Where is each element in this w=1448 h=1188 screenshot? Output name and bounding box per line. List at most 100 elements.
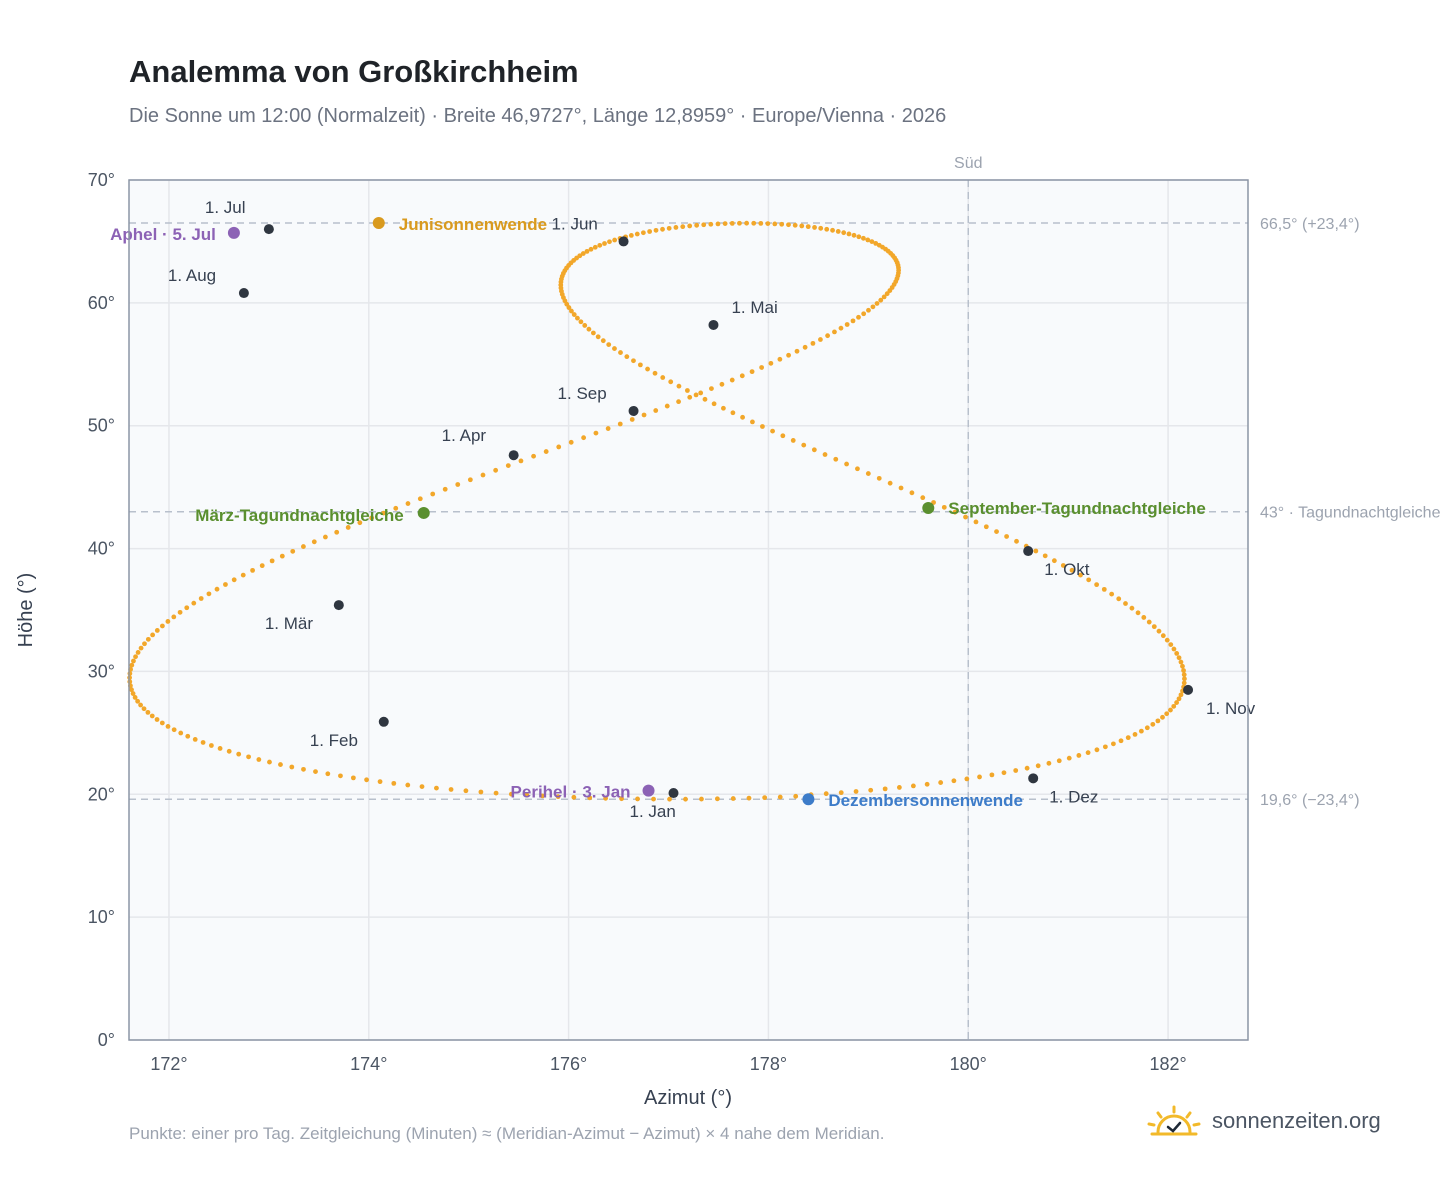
daily-point [770,428,775,434]
daily-point [794,348,800,354]
daily-point [709,386,714,391]
brand-logo[interactable]: sonnenzeiten.org [1146,1104,1381,1138]
event-marker [922,502,935,515]
month-marker [628,405,639,416]
daily-point [729,377,735,383]
month-marker [1028,773,1039,784]
daily-point [1182,676,1187,682]
month-marker [378,716,389,727]
daily-point [631,358,636,364]
daily-point [1118,738,1124,744]
x-tick-label: 176° [550,1054,587,1074]
daily-point [812,225,817,230]
daily-point [994,529,999,535]
daily-point [1069,567,1075,573]
daily-point [592,244,598,250]
month-marker [708,319,719,330]
daily-point [1168,642,1174,648]
daily-point [640,230,646,236]
daily-point [178,730,184,736]
daily-point [1151,624,1157,630]
daily-point [874,301,880,306]
daily-point [571,312,577,317]
daily-point [192,737,198,742]
daily-point [865,237,871,243]
daily-point [1076,753,1082,758]
daily-point [684,388,690,393]
daily-point [786,222,791,228]
daily-point [605,426,611,431]
daily-point [870,304,876,310]
month-marker [1183,684,1194,695]
daily-point [711,401,717,407]
y-tick-label: 60° [88,293,115,313]
daily-point [493,467,499,473]
month-marker [1023,546,1034,557]
daily-point [1132,732,1138,737]
daily-point [129,687,134,693]
daily-point [1110,741,1116,747]
daily-point [1125,735,1131,741]
daily-point [381,510,387,516]
daily-point [184,605,190,611]
daily-point [345,525,351,530]
daily-point [653,408,659,413]
daily-point [575,315,580,321]
daily-point [231,577,237,583]
daily-point [417,496,423,502]
daily-point [699,796,704,802]
x-tick-label: 182° [1149,1054,1186,1074]
daily-point [730,796,736,801]
daily-point [676,399,681,405]
daily-point [1014,538,1019,544]
daily-point [833,456,839,462]
daily-point [571,794,577,800]
daily-point [758,220,764,226]
daily-point [811,447,817,453]
daily-point [1160,714,1165,720]
daily-point [1146,619,1152,625]
daily-point [127,679,133,685]
daily-point [660,226,665,232]
month-label: 1. Jun [552,214,598,233]
daily-point [171,727,177,733]
daily-point [1141,615,1147,620]
daily-point [618,350,623,355]
daily-point [290,548,296,554]
event-label: September-Tagundnachtgleiche [948,499,1206,518]
daily-point [165,723,171,729]
daily-point [1144,725,1150,731]
month-marker [508,450,519,461]
daily-point [226,748,232,754]
daily-point [1164,637,1170,643]
daily-point [595,334,601,340]
daily-point [739,373,745,379]
daily-point [924,781,930,787]
daily-point [793,793,799,799]
x-tick-label: 180° [950,1054,987,1074]
daily-point [660,375,666,380]
daily-point [301,766,306,772]
daily-point [715,221,721,227]
daily-point [1004,534,1010,539]
daily-point [898,485,904,491]
daily-point [584,248,590,254]
daily-point [637,362,643,368]
month-label: 1. Jan [630,802,676,821]
daily-point [1051,558,1057,564]
daily-point [393,505,399,511]
daily-point [865,471,871,476]
daily-point [882,786,888,792]
daily-point [602,241,607,246]
daily-point [869,239,875,245]
daily-point [259,563,265,569]
reference-lines: Süd 66,5° (+23,4°) 43° · Tagundnachtgleich… [129,155,1441,1040]
daily-point [505,463,511,469]
daily-point [1094,747,1100,753]
daily-point [881,294,887,300]
daily-point [350,775,356,781]
daily-point [823,791,829,797]
daily-point [177,609,183,615]
daily-point [802,344,808,350]
daily-point [810,340,816,346]
